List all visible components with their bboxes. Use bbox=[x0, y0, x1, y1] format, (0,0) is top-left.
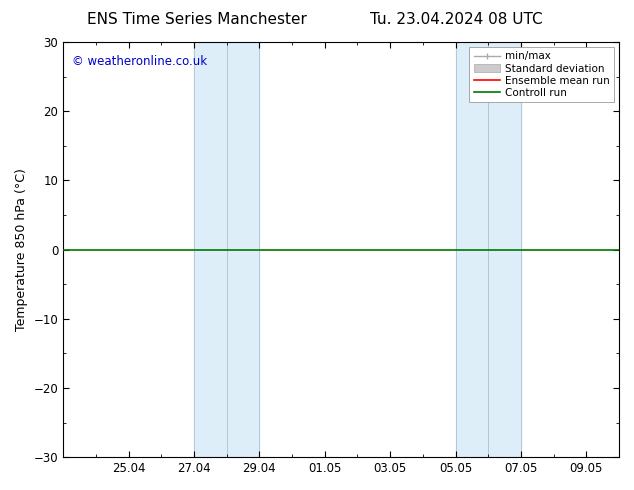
Bar bbox=[455, 42, 488, 457]
Bar bbox=[194, 42, 226, 457]
Text: ENS Time Series Manchester: ENS Time Series Manchester bbox=[87, 12, 306, 27]
Bar bbox=[488, 42, 521, 457]
Legend: min/max, Standard deviation, Ensemble mean run, Controll run: min/max, Standard deviation, Ensemble me… bbox=[469, 47, 614, 102]
Bar bbox=[226, 42, 259, 457]
Y-axis label: Temperature 850 hPa (°C): Temperature 850 hPa (°C) bbox=[15, 168, 28, 331]
Text: Tu. 23.04.2024 08 UTC: Tu. 23.04.2024 08 UTC bbox=[370, 12, 543, 27]
Text: © weatheronline.co.uk: © weatheronline.co.uk bbox=[72, 54, 207, 68]
